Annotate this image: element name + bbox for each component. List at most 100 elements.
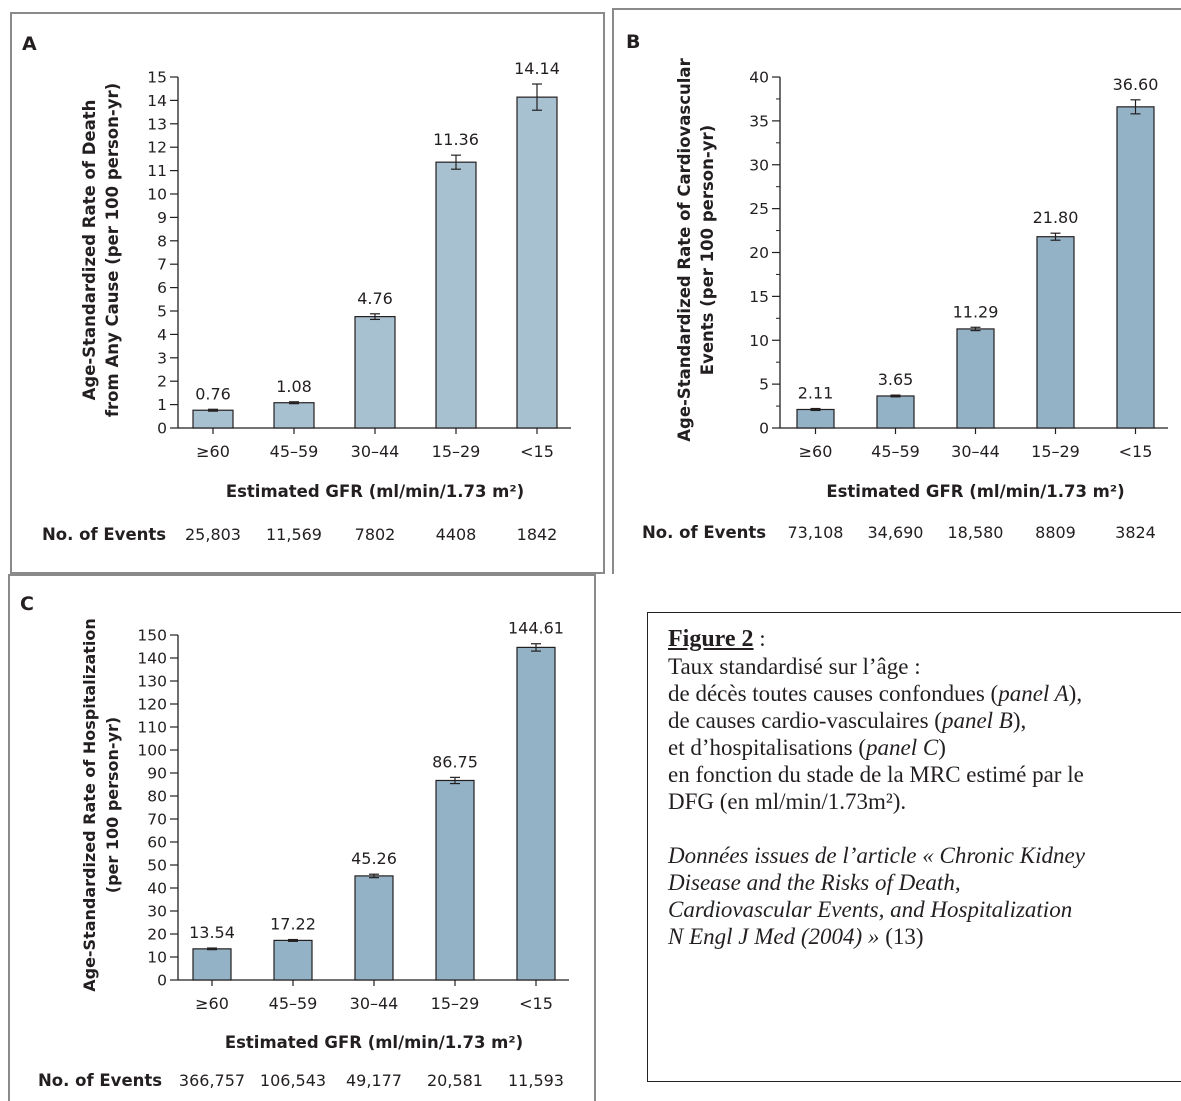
panel-a-frame — [10, 12, 605, 574]
caption-title: Figure 2 — [668, 626, 754, 652]
panel-a-y-tick-label: 0 — [157, 420, 167, 438]
panel-a-y-tick-label: 2 — [157, 373, 167, 391]
panel-c-event-count: 366,757 — [179, 1071, 245, 1090]
caption-line-3-a: de causes cardio-vasculaires ( — [668, 708, 942, 733]
panel-b-event-count: 18,580 — [948, 523, 1004, 542]
panel-b-y-tick-label: 40 — [749, 69, 769, 87]
panel-a-x-title: Estimated GFR (ml/min/1.73 m²) — [226, 482, 524, 501]
panel-b-bar — [876, 395, 915, 429]
panel-a-event-count: 25,803 — [185, 525, 241, 544]
caption-line-4: et d’hospitalisations (panel C) — [668, 734, 1181, 761]
panel-b-y-tick-label: 35 — [749, 112, 769, 130]
panel-a-y-tick-label: 10 — [147, 186, 167, 204]
panel-a-y-tick-label: 11 — [147, 162, 167, 180]
panel-a-bar — [192, 409, 234, 429]
panel-a-y-title-line: Age-Standardized Rate of Death — [80, 100, 99, 401]
caption-source-4-b: (13) — [879, 924, 924, 949]
panel-c-y-title-line: Age-Standardized Rate of Hospitalization — [80, 618, 99, 992]
panel-c-y-tick-label: 60 — [147, 834, 167, 852]
panel-a-category-label: ≥60 — [196, 442, 230, 461]
panel-a-events-label: No. of Events — [42, 525, 166, 544]
panel-c-y-tick-label: 0 — [157, 972, 167, 990]
panel-c-value-label: 17.22 — [270, 915, 316, 934]
panel-c-y-tick-label: 30 — [147, 903, 167, 921]
panel-c-bar — [192, 948, 232, 981]
panel-a-value-label: 0.76 — [195, 384, 231, 403]
panel-c-y-tick-label: 70 — [147, 811, 167, 829]
panel-a-category-label: 30–44 — [351, 442, 400, 461]
panel-c-category-label: <15 — [519, 994, 553, 1013]
caption-line-5: en fonction du stade de la MRC estimé pa… — [668, 762, 1084, 787]
panel-a-bar — [273, 402, 315, 429]
caption-line-2: de décès toutes causes confondues (panel… — [668, 680, 1181, 707]
panel-c-y-tick-label: 120 — [137, 696, 167, 714]
panel-c-category-label: 15–29 — [431, 994, 480, 1013]
panel-b-y-tick-label: 30 — [749, 156, 769, 174]
panel-b-bar — [1116, 106, 1155, 429]
panel-b-event-count: 34,690 — [868, 523, 924, 542]
panel-b-y-title-line: Events (per 100 person-yr) — [698, 125, 717, 375]
panel-a-y-tick-label: 3 — [157, 349, 167, 367]
caption-line-3: de causes cardio-vasculaires (panel B), — [668, 707, 1181, 734]
panel-a-bar — [354, 316, 396, 429]
panel-a-bar — [435, 161, 477, 429]
panel-c-y-tick-label: 90 — [147, 765, 167, 783]
panel-c-value-label: 86.75 — [432, 752, 478, 771]
panel-b-y-tick-label: 15 — [749, 288, 769, 306]
panel-a-y-tick-label: 9 — [157, 209, 167, 227]
caption-title-suffix: : — [753, 626, 766, 651]
panel-c-y-title-line: (per 100 person-yr) — [103, 717, 122, 893]
panel-c-y-tick-label: 110 — [137, 719, 167, 737]
panel-b-value-label: 11.29 — [953, 302, 999, 321]
panel-c-category-label: 30–44 — [350, 994, 399, 1013]
panel-b-value-label: 21.80 — [1033, 208, 1079, 227]
panel-c-value-label: 45.26 — [351, 849, 397, 868]
caption-line-2-b: panel A — [998, 681, 1069, 706]
panel-a-category-label: 15–29 — [432, 442, 481, 461]
panel-c-frame — [8, 574, 596, 1101]
panel-c-y-tick-label: 130 — [137, 673, 167, 691]
panel-c-category-label: ≥60 — [195, 994, 229, 1013]
panel-c-bar — [273, 939, 313, 981]
panel-c-y-tick-label: 140 — [137, 650, 167, 668]
panel-a-y-tick-label: 6 — [157, 279, 167, 297]
panel-c-y-tick-label: 20 — [147, 926, 167, 944]
panel-a-category-label: <15 — [520, 442, 554, 461]
caption-line-3-b: panel B — [941, 708, 1013, 733]
panel-b-bar — [1036, 236, 1075, 429]
panel-c-event-count: 106,543 — [260, 1071, 326, 1090]
panel-b-category-label: <15 — [1119, 442, 1153, 461]
panel-a-y-tick-label: 12 — [147, 139, 167, 157]
panel-a-y-title-line: from Any Cause (per 100 person-yr) — [103, 83, 122, 417]
caption-line-1: Taux standardisé sur l’âge : — [668, 654, 921, 679]
caption-source-4-a: N Engl J Med (2004) » — [668, 924, 880, 949]
panel-c-event-count: 49,177 — [346, 1071, 402, 1090]
panel-c-y-tick-label: 40 — [147, 880, 167, 898]
panel-b-category-label: 15–29 — [1031, 442, 1080, 461]
caption-source-1-text: Données issues de l’article « Chronic Ki… — [668, 843, 1085, 868]
panel-a-y-tick-label: 13 — [147, 115, 167, 133]
panel-c-y-tick-label: 80 — [147, 788, 167, 806]
panel-b-x-title: Estimated GFR (ml/min/1.73 m²) — [826, 482, 1124, 501]
panel-c-bar — [516, 646, 556, 981]
panel-b-events-label: No. of Events — [642, 523, 766, 542]
panel-c-value-label: 13.54 — [189, 923, 235, 942]
caption-source-1: Données issues de l’article « Chronic Ki… — [668, 842, 1181, 869]
caption-source-4: N Engl J Med (2004) » (13) — [668, 923, 1181, 950]
panel-b-frame — [612, 8, 1181, 574]
panel-b-bar — [796, 408, 835, 429]
panel-b-value-label: 3.65 — [878, 370, 914, 389]
panel-a-value-label: 11.36 — [433, 130, 479, 149]
caption-spacer — [668, 815, 1181, 842]
caption-source-3-text: Cardiovascular Events, and Hospitalizati… — [668, 897, 1073, 922]
caption-line-4-a: et d’hospitalisations ( — [668, 735, 867, 760]
caption-line-4-b: panel C — [866, 735, 939, 760]
panel-a-value-label: 4.76 — [357, 289, 393, 308]
panel-b-value-label: 2.11 — [798, 384, 834, 403]
panel-b-category-label: ≥60 — [799, 442, 833, 461]
caption-title-line: Figure 2 : — [668, 625, 1181, 653]
panel-a-event-count: 7802 — [355, 525, 396, 544]
panel-b-y-title-line: Age-Standardized Rate of Cardiovascular — [675, 57, 694, 441]
panel-b-y-tick-label: 20 — [749, 244, 769, 262]
